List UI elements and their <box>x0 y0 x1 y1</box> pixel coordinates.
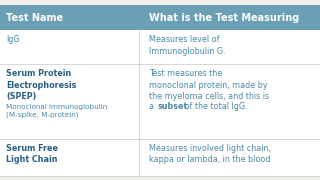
Text: IgG: IgG <box>6 35 20 44</box>
Text: of the total IgG.: of the total IgG. <box>182 102 248 111</box>
Bar <box>0 64 320 139</box>
Text: Serum Protein
Electrophoresis
(SPEP): Serum Protein Electrophoresis (SPEP) <box>6 69 77 101</box>
Text: a: a <box>149 102 156 111</box>
Bar <box>0 139 320 176</box>
Text: What is the Test Measuring: What is the Test Measuring <box>149 13 299 22</box>
Text: subset: subset <box>157 102 188 111</box>
Bar <box>0 5 320 30</box>
Text: Test measures the
monoclonal protein, made by
the myeloma cells, and this is: Test measures the monoclonal protein, ma… <box>149 69 269 101</box>
Text: Monoclonal immunoglobulin
(M-spike, M-protein): Monoclonal immunoglobulin (M-spike, M-pr… <box>6 104 108 118</box>
Text: Measures involved light chain,
kappa or lambda, in the blood: Measures involved light chain, kappa or … <box>149 144 271 165</box>
Text: Measures level of
Immunoglobulin G.: Measures level of Immunoglobulin G. <box>149 35 225 56</box>
Bar <box>0 30 320 64</box>
Text: Serum Free
Light Chain: Serum Free Light Chain <box>6 144 58 165</box>
Text: Test Name: Test Name <box>6 13 64 22</box>
